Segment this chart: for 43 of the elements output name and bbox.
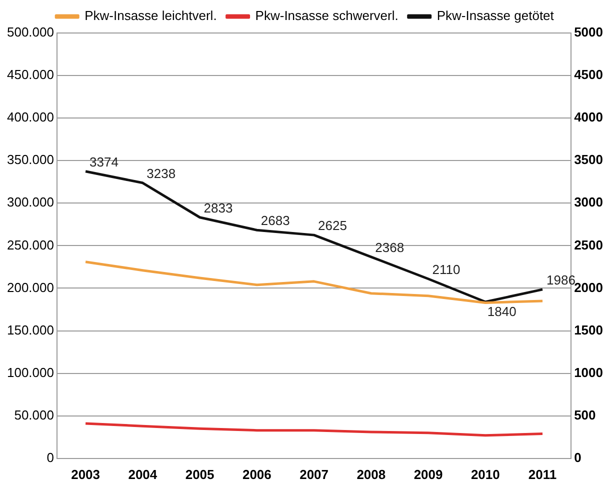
y2-tick-label: 4500 xyxy=(574,67,603,82)
data-label: 2110 xyxy=(432,262,460,277)
x-tick-label: 2010 xyxy=(470,466,500,482)
y-tick-label: 50.000 xyxy=(14,407,54,422)
x-tick-label: 2005 xyxy=(185,466,214,482)
data-label: 2625 xyxy=(318,218,347,234)
y2-tick-label: 3000 xyxy=(574,194,603,210)
y2-tick-label: 2500 xyxy=(574,237,603,252)
x-tick-label: 2011 xyxy=(528,466,557,482)
x-tick-label: 2006 xyxy=(242,466,272,482)
x-tick-label: 2003 xyxy=(71,466,100,482)
y2-tick-label: 5000 xyxy=(574,24,603,40)
y2-tick-label: 2000 xyxy=(574,280,603,295)
data-label: 1986 xyxy=(546,272,576,288)
y-tick-label: 200.000 xyxy=(6,280,54,295)
x-tick-label: 2009 xyxy=(414,466,443,482)
data-label: 2368 xyxy=(375,240,404,256)
legend-label: Pkw-Insasse leichtverl. xyxy=(84,8,217,24)
y2-tick-label: 0 xyxy=(574,450,582,465)
data-label: 1840 xyxy=(487,304,516,319)
y-tick-label: 100.000 xyxy=(6,364,54,380)
x-tick-label: 2004 xyxy=(128,466,158,482)
y-tick-label: 350.000 xyxy=(6,152,54,168)
legend-label: Pkw-Insasse getötet xyxy=(436,8,554,24)
y2-tick-label: 3500 xyxy=(574,152,603,168)
y-tick-label: 150.000 xyxy=(6,322,54,338)
y2-tick-label: 1500 xyxy=(574,322,603,338)
data-label: 2833 xyxy=(204,200,233,216)
y-tick-label: 0 xyxy=(46,450,54,465)
y-tick-label: 300.000 xyxy=(6,194,54,210)
x-tick-label: 2008 xyxy=(356,466,386,482)
legend-label: Pkw-Insasse schwerverl. xyxy=(255,8,398,24)
y2-tick-label: 1000 xyxy=(574,364,603,380)
y-tick-label: 500.000 xyxy=(6,24,54,40)
y2-tick-label: 4000 xyxy=(574,110,603,125)
y-tick-label: 400.000 xyxy=(6,110,54,125)
y-tick-label: 250.000 xyxy=(6,237,54,252)
y-tick-label: 450.000 xyxy=(6,67,54,82)
data-label: 3374 xyxy=(90,154,118,170)
data-label: 3238 xyxy=(146,166,176,181)
y2-tick-label: 500 xyxy=(574,407,596,422)
x-tick-label: 2007 xyxy=(300,466,328,482)
data-label: 2683 xyxy=(260,213,290,228)
